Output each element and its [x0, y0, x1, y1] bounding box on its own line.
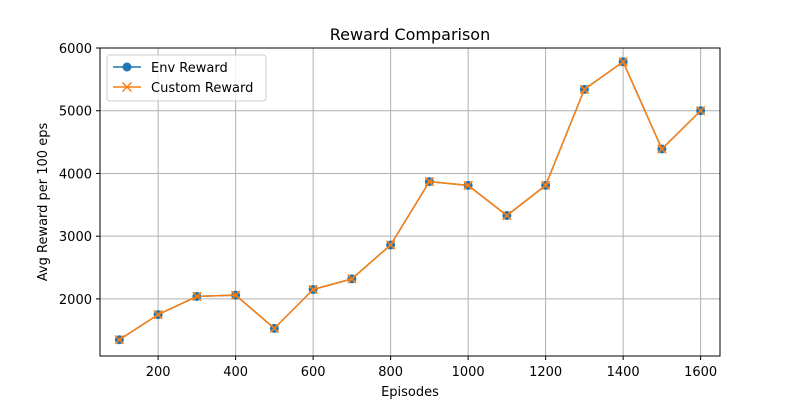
- y-tick-label: 5000: [59, 105, 92, 120]
- x-tick-label: 400: [223, 365, 248, 380]
- data-point-custom-reward: [579, 84, 590, 95]
- legend-label-custom: Custom Reward: [151, 81, 253, 96]
- data-point-custom-reward: [502, 210, 512, 221]
- data-point-custom-reward: [695, 105, 706, 116]
- data-point-custom-reward: [618, 57, 628, 67]
- y-tick-label: 6000: [59, 42, 92, 57]
- x-tick-label: 1400: [607, 365, 640, 380]
- y-axis-ticks: 2000 3000 4000 5000 6000: [59, 42, 100, 308]
- y-tick-label: 4000: [59, 167, 92, 182]
- chart-title: Reward Comparison: [330, 25, 490, 44]
- x-tick-label: 200: [146, 365, 171, 380]
- x-tick-label: 1000: [452, 365, 485, 380]
- x-tick-label: 1200: [529, 365, 562, 380]
- legend-box: [106, 54, 267, 102]
- data-point-custom-reward: [153, 309, 163, 320]
- data-point-custom-reward: [657, 144, 667, 154]
- data-point-custom-reward: [385, 240, 396, 250]
- legend-marker-custom: [121, 81, 133, 93]
- x-tick-label: 600: [301, 365, 326, 380]
- grid-lines: [100, 47, 720, 356]
- x-tick-label: 1600: [684, 365, 717, 380]
- data-point-custom-reward: [192, 291, 202, 302]
- x-axis-label: Episodes: [381, 385, 439, 400]
- data-point-custom-reward: [463, 180, 473, 191]
- x-tick-label: 800: [378, 365, 403, 380]
- data-point-custom-reward: [347, 274, 357, 284]
- x-axis-ticks: 200 400 600 800 1000 1200 1400 1600: [146, 356, 717, 380]
- series-layer: [114, 57, 706, 345]
- plot-frame: [99, 47, 721, 357]
- data-point-custom-reward: [540, 180, 551, 191]
- legend-label-env: Env Reward: [151, 61, 228, 76]
- y-tick-label: 3000: [59, 230, 92, 245]
- series-line-custom-reward: [118, 61, 702, 341]
- series-custom-reward: [114, 57, 706, 345]
- data-point-custom-reward: [114, 334, 125, 345]
- data-point-custom-reward: [424, 176, 435, 187]
- y-tick-label: 2000: [59, 293, 92, 308]
- data-point-custom-reward: [308, 284, 318, 295]
- data-point-custom-reward: [230, 290, 241, 300]
- legend-marker-env: [122, 62, 132, 72]
- legend: Env Reward Custom Reward: [106, 54, 267, 102]
- data-point-custom-reward: [269, 323, 280, 334]
- y-axis-label: Avg Reward per 100 eps: [36, 123, 51, 282]
